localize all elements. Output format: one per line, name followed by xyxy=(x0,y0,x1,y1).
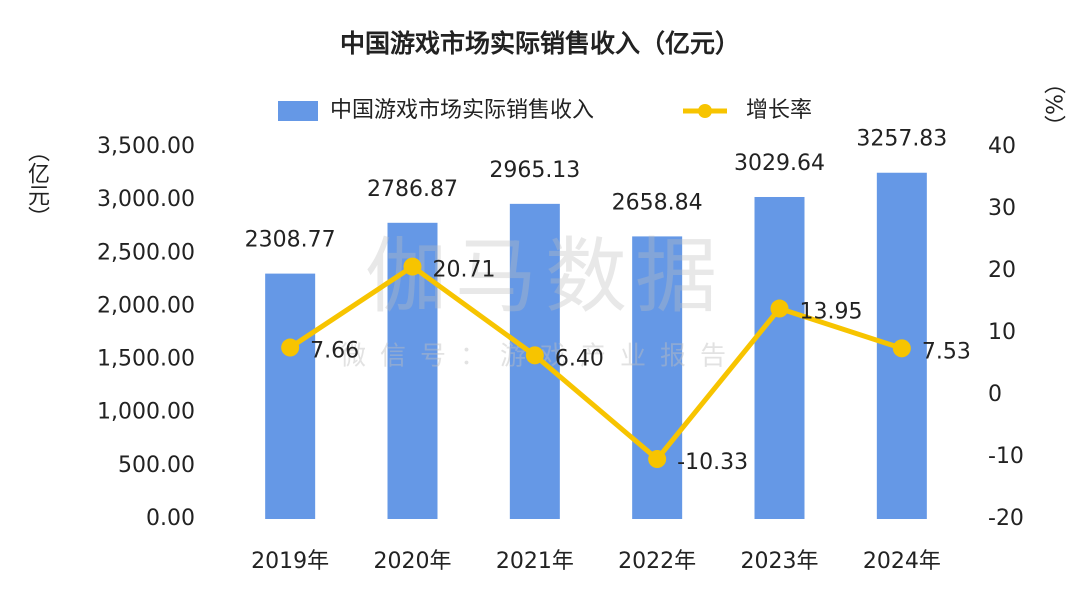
y2-tick-label: 10 xyxy=(988,320,1016,345)
y-tick-label: 1,500.00 xyxy=(97,347,195,372)
data-label: 7.53 xyxy=(922,339,971,364)
data-label: 20.71 xyxy=(433,258,496,283)
y-tick-label: 1,000.00 xyxy=(97,400,195,425)
y-tick-label: 2,500.00 xyxy=(97,240,195,265)
bar xyxy=(632,236,683,519)
data-label: 2965.13 xyxy=(489,158,580,183)
data-label: 2786.87 xyxy=(367,177,458,202)
line-marker xyxy=(648,450,667,469)
y-tick-label: 500.00 xyxy=(118,453,195,478)
x-tick-label: 2024年 xyxy=(863,549,941,574)
legend-label: 增长率 xyxy=(746,98,812,123)
x-tick-label: 2021年 xyxy=(496,549,574,574)
y-tick-label: 3,000.00 xyxy=(97,187,195,212)
x-tick-label: 2019年 xyxy=(251,549,329,574)
y-tick-label: 3,500.00 xyxy=(97,134,195,159)
line-marker xyxy=(525,346,544,365)
bar xyxy=(754,196,805,519)
line-marker xyxy=(770,299,789,318)
data-label: 3029.64 xyxy=(734,151,825,176)
data-label: 3257.83 xyxy=(856,127,947,152)
data-label: 2658.84 xyxy=(612,190,703,215)
data-label: 13.95 xyxy=(800,300,863,325)
x-tick-label: 2020年 xyxy=(374,549,452,574)
y-tick-label: 2,000.00 xyxy=(97,293,195,318)
line-marker xyxy=(281,338,300,357)
y2-tick-label: 30 xyxy=(988,196,1016,221)
legend-swatch xyxy=(278,101,318,121)
legend-label: 中国游戏市场实际销售收入 xyxy=(330,98,594,123)
x-tick-label: 2022年 xyxy=(618,549,696,574)
line xyxy=(288,264,903,462)
y2-tick-label: -20 xyxy=(988,506,1024,531)
x-tick-label: 2023年 xyxy=(741,549,819,574)
line-marker xyxy=(892,339,911,358)
data-label: 2308.77 xyxy=(245,228,336,253)
y2-tick-label: -10 xyxy=(988,444,1024,469)
bar xyxy=(265,273,316,519)
chart-title: 中国游戏市场实际销售收入（亿元） xyxy=(340,29,740,58)
line-marker xyxy=(403,257,422,276)
y-axis-label: （亿元） xyxy=(24,140,50,228)
watermark: 伽马数据 xyxy=(365,229,725,324)
data-label: 6.40 xyxy=(555,346,604,371)
legend-swatch xyxy=(698,104,712,118)
y2-tick-label: 0 xyxy=(988,382,1002,407)
y-tick-label: 0.00 xyxy=(146,506,195,531)
data-label: 7.66 xyxy=(310,339,359,364)
data-label: -10.33 xyxy=(677,450,748,475)
y2-tick-label: 40 xyxy=(988,134,1016,159)
y2-tick-label: 20 xyxy=(988,258,1016,283)
y2-axis-label: （%） xyxy=(1040,72,1066,137)
